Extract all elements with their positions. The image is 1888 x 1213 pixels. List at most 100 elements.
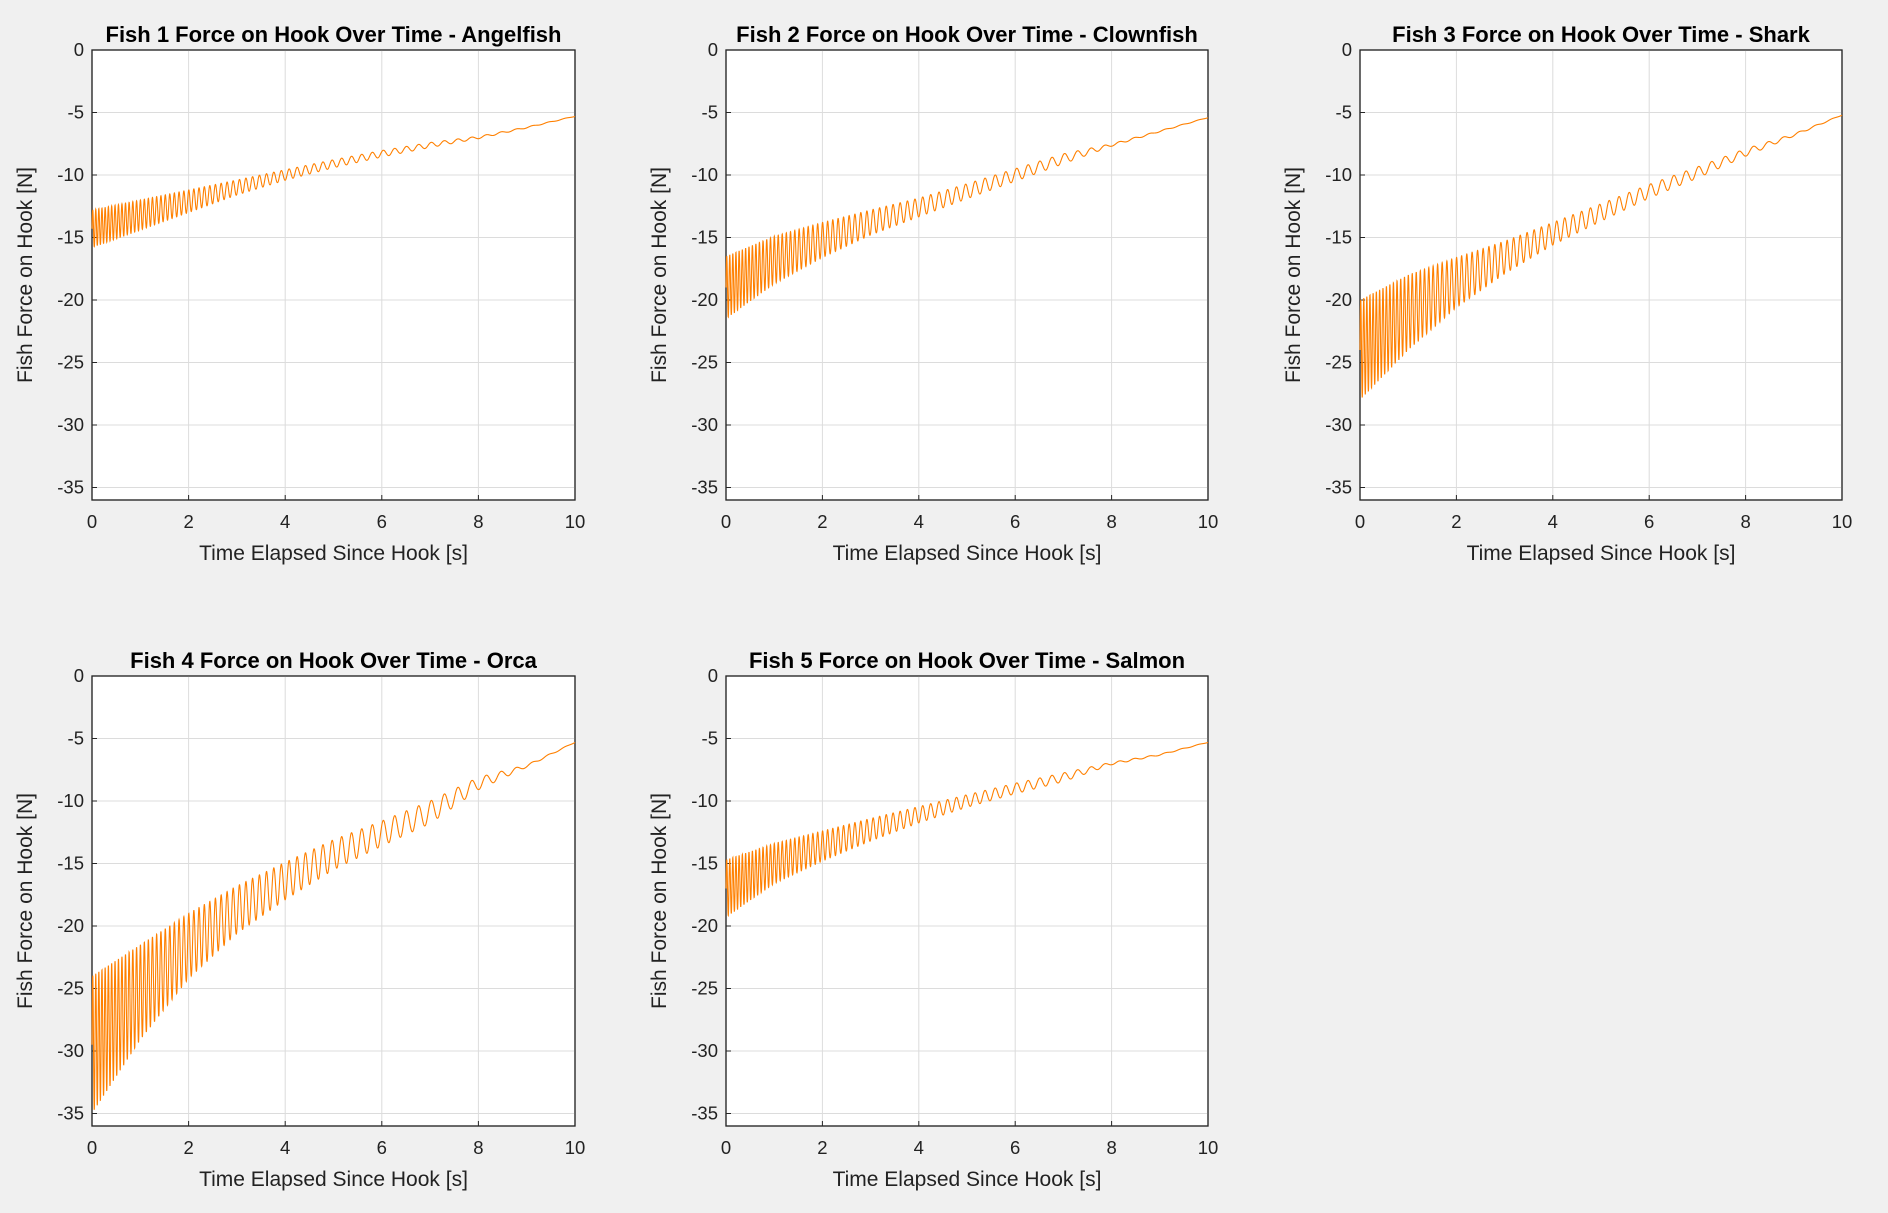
- y-tick-label: -20: [691, 915, 718, 936]
- y-tick-label: -5: [702, 728, 718, 749]
- y-tick-label: -25: [691, 978, 718, 999]
- x-tick-label: 10: [1832, 511, 1853, 532]
- subplot-5: 0 2 4 6 8 10 0 -5 -10 -15 -20 -25 -30 -35 Fish 5 Force…: [648, 648, 1218, 1191]
- y-tick-label: -30: [691, 1040, 718, 1061]
- x-axis-label: Time Elapsed Since Hook [s]: [199, 1168, 468, 1191]
- y-tick-label: -20: [57, 289, 84, 310]
- y-tick-label: -35: [691, 1103, 718, 1124]
- plot-area: [725, 675, 1209, 1127]
- x-tick-label: 4: [1548, 511, 1558, 532]
- series-line-1: [725, 117, 1209, 319]
- y-tick-label: -25: [691, 352, 718, 373]
- x-tick-label: 2: [183, 511, 193, 532]
- x-tick-label: 8: [1106, 1137, 1116, 1158]
- x-tick-label: 2: [817, 511, 827, 532]
- y-tick-label: 0: [1342, 39, 1352, 60]
- x-tick-label: 4: [280, 1137, 290, 1158]
- subplot-3: 0 2 4 6 8 10 0 -5 -10 -15 -20 -25 -30 -35 Fish 3 Force…: [1282, 22, 1852, 565]
- series-line-1: [91, 115, 576, 248]
- x-tick-label: 10: [565, 1137, 586, 1158]
- subplot-1: 0 2 4 6 8 10 0 -5 -10 -15 -20 -25 -30 -35 Fish 1 Force…: [14, 22, 585, 565]
- y-tick-label: -20: [691, 289, 718, 310]
- y-tick-label: 0: [74, 665, 84, 686]
- series-line-1: [725, 741, 1209, 918]
- plot-area: [91, 49, 576, 501]
- x-tick-label: 0: [87, 1137, 97, 1158]
- x-tick-label: 0: [721, 511, 731, 532]
- chart-title: Fish 2 Force on Hook Over Time - Clownfi…: [736, 22, 1198, 47]
- axes-border: [725, 675, 1209, 1127]
- y-tick-label: -25: [57, 352, 84, 373]
- x-tick-label: 4: [914, 511, 924, 532]
- y-axis-label: Fish Force on Hook [N]: [648, 167, 671, 383]
- y-tick-label: -30: [57, 414, 84, 435]
- x-tick-label: 2: [1451, 511, 1461, 532]
- x-tick-label: 0: [721, 1137, 731, 1158]
- y-tick-label: -5: [68, 728, 84, 749]
- y-tick-label: -35: [57, 477, 84, 498]
- axes-border: [91, 675, 576, 1127]
- y-tick-label: -20: [57, 915, 84, 936]
- x-axis-label: Time Elapsed Since Hook [s]: [199, 542, 468, 565]
- x-tick-label: 0: [1355, 511, 1365, 532]
- x-tick-label: 6: [1644, 511, 1654, 532]
- x-tick-label: 10: [565, 511, 586, 532]
- x-tick-label: 8: [1740, 511, 1750, 532]
- x-tick-label: 6: [377, 1137, 387, 1158]
- y-tick-label: -25: [57, 978, 84, 999]
- y-axis-label: Fish Force on Hook [N]: [648, 793, 671, 1009]
- series-line-1: [1359, 114, 1843, 398]
- y-tick-label: -20: [1325, 289, 1352, 310]
- y-axis-label: Fish Force on Hook [N]: [14, 793, 37, 1009]
- x-tick-label: 6: [377, 511, 387, 532]
- y-tick-label: -35: [1325, 477, 1352, 498]
- y-tick-label: -30: [1325, 414, 1352, 435]
- y-tick-label: -10: [57, 790, 84, 811]
- x-axis-label: Time Elapsed Since Hook [s]: [833, 542, 1102, 565]
- y-tick-label: -10: [691, 790, 718, 811]
- x-tick-label: 0: [87, 511, 97, 532]
- subplot-2: 0 2 4 6 8 10 0 -5 -10 -15 -20 -25 -30 -35 Fish 2 Force…: [648, 22, 1218, 565]
- axes-border: [91, 49, 576, 501]
- y-tick-label: -30: [57, 1040, 84, 1061]
- y-tick-label: -10: [1325, 164, 1352, 185]
- chart-title: Fish 5 Force on Hook Over Time - Salmon: [749, 648, 1185, 673]
- chart-title: Fish 4 Force on Hook Over Time - Orca: [130, 648, 537, 673]
- y-tick-label: -35: [691, 477, 718, 498]
- plot-area: [725, 49, 1209, 501]
- y-tick-label: 0: [708, 39, 718, 60]
- y-tick-label: -15: [1325, 227, 1352, 248]
- y-tick-label: -35: [57, 1103, 84, 1124]
- x-axis-label: Time Elapsed Since Hook [s]: [1467, 542, 1736, 565]
- y-tick-label: -15: [57, 227, 84, 248]
- y-axis-label: Fish Force on Hook [N]: [14, 167, 37, 383]
- y-tick-label: -5: [1336, 102, 1352, 123]
- x-tick-label: 8: [473, 1137, 483, 1158]
- y-tick-label: -10: [691, 164, 718, 185]
- y-tick-label: -15: [691, 853, 718, 874]
- y-tick-label: -10: [57, 164, 84, 185]
- x-axis-label: Time Elapsed Since Hook [s]: [833, 1168, 1102, 1191]
- y-tick-label: -30: [691, 414, 718, 435]
- x-tick-label: 6: [1010, 511, 1020, 532]
- x-tick-label: 10: [1198, 511, 1219, 532]
- x-tick-label: 8: [1106, 511, 1116, 532]
- x-tick-label: 8: [473, 511, 483, 532]
- plot-area: [91, 675, 576, 1127]
- y-tick-label: -15: [691, 227, 718, 248]
- x-tick-label: 10: [1198, 1137, 1219, 1158]
- chart-title: Fish 3 Force on Hook Over Time - Shark: [1392, 22, 1810, 47]
- x-tick-label: 4: [914, 1137, 924, 1158]
- x-tick-label: 2: [817, 1137, 827, 1158]
- axes-border: [1359, 49, 1843, 501]
- y-tick-label: -25: [1325, 352, 1352, 373]
- series-line-1: [91, 742, 576, 1110]
- y-tick-label: -5: [702, 102, 718, 123]
- subplot-4: 0 2 4 6 8 10 0 -5 -10 -15 -20 -25 -30 -35 Fish 4 Force…: [14, 648, 585, 1191]
- x-tick-label: 2: [183, 1137, 193, 1158]
- y-tick-label: 0: [74, 39, 84, 60]
- y-axis-label: Fish Force on Hook [N]: [1282, 167, 1305, 383]
- y-tick-label: -5: [68, 102, 84, 123]
- x-tick-label: 6: [1010, 1137, 1020, 1158]
